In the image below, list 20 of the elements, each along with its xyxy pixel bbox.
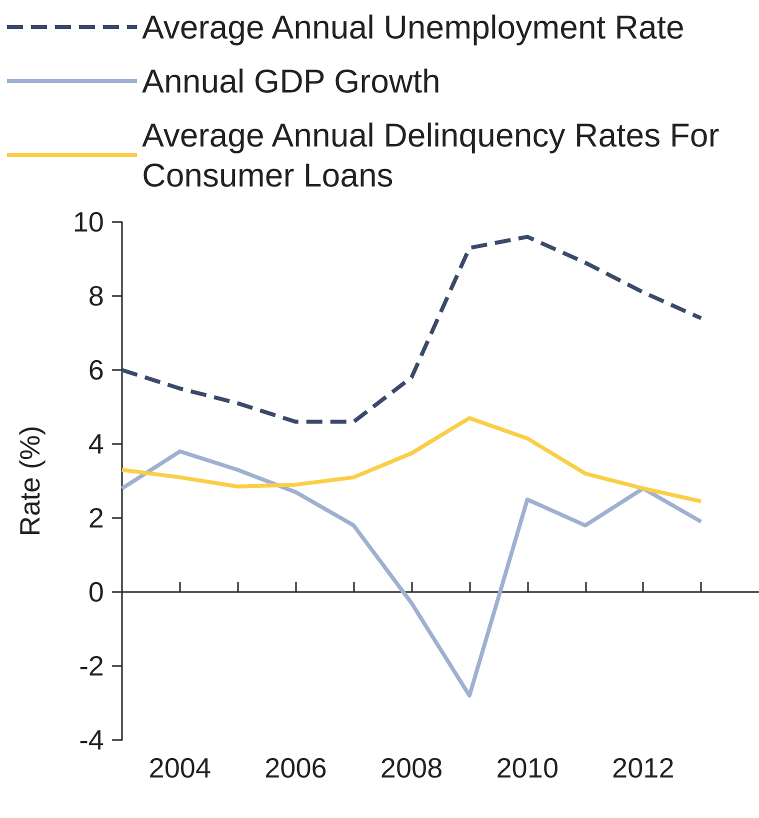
x-tick-label: 2006 — [264, 752, 327, 784]
y-tick-label: 6 — [88, 354, 104, 386]
y-tick-label: 0 — [88, 576, 104, 608]
y-tick-label: 4 — [88, 428, 104, 460]
x-tick-label: 2008 — [380, 752, 443, 784]
y-tick-label: 2 — [88, 502, 104, 534]
x-tick-label: 2010 — [496, 752, 559, 784]
y-tick-label: 10 — [72, 206, 104, 238]
y-tick-label: 8 — [88, 280, 104, 312]
line-series — [120, 449, 704, 698]
y-tick-label: -4 — [79, 724, 104, 756]
line-series — [120, 416, 704, 504]
legend-label: Annual GDP Growth — [142, 62, 440, 100]
y-axis-title: Rate (%) — [14, 426, 46, 536]
line-series — [120, 234, 704, 424]
y-tick-label: -2 — [79, 650, 104, 682]
legend-label: Average Annual Delinquency Rates For Consumer Loans — [142, 116, 728, 194]
x-tick-label: 2004 — [148, 752, 212, 784]
legend-label: Average Annual Unemployment Rate — [142, 8, 684, 46]
x-tick-label: 2012 — [612, 752, 674, 784]
